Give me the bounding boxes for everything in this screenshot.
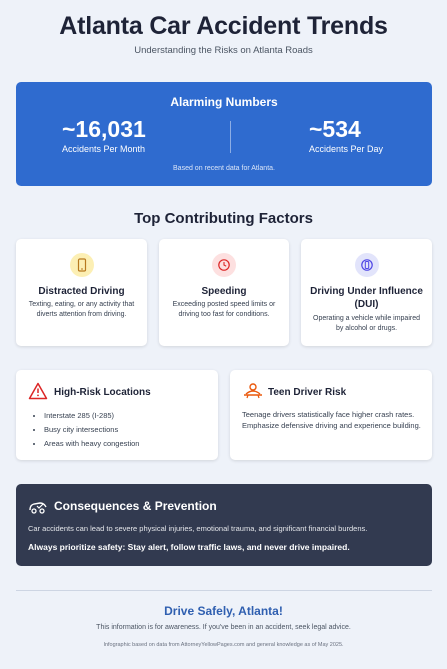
risk-locations-title: High-Risk Locations	[54, 387, 151, 398]
stats-heading: Alarming Numbers	[170, 95, 278, 109]
stat-monthly-label: Accidents Per Month	[62, 144, 146, 154]
page-title: Atlanta Car Accident Trends	[59, 12, 388, 40]
factor-card-speeding: Speeding Exceeding posted speed limits o…	[159, 239, 289, 346]
car-crash-icon	[28, 499, 48, 520]
risk-locations-list: Interstate 285 (I-285) Busy city interse…	[44, 409, 139, 451]
consequences-text: Car accidents can lead to severe physica…	[28, 524, 368, 533]
stats-card: Alarming Numbers ~16,031 Accidents Per M…	[16, 82, 432, 186]
factor-title: Distracted Driving	[38, 286, 125, 297]
risk-locations-card: High-Risk Locations Interstate 285 (I-28…	[16, 370, 218, 460]
stat-daily-value: ~534	[309, 116, 361, 142]
clock-icon	[212, 253, 236, 277]
factors-heading: Top Contributing Factors	[134, 210, 313, 227]
consequences-card: Consequences & Prevention Car accidents …	[16, 484, 432, 566]
footer-divider	[16, 590, 432, 591]
consequences-emphasis: Always prioritize safety: Stay alert, fo…	[28, 542, 350, 552]
stats-note: Based on recent data for Atlanta.	[173, 165, 275, 172]
phone-icon	[69, 253, 94, 277]
footer-title: Drive Safely, Atlanta!	[164, 604, 283, 618]
teen-risk-title: Teen Driver Risk	[268, 387, 347, 398]
factor-description: Texting, eating, or any activity that di…	[28, 301, 135, 318]
factor-title: Speeding	[201, 286, 247, 297]
consequences-title: Consequences & Prevention	[54, 499, 217, 513]
list-item: Interstate 285 (I-285)	[44, 409, 139, 423]
factor-description: Operating a vehicle while impaired by al…	[313, 315, 420, 332]
stat-monthly: ~16,031 Accidents Per Month	[62, 116, 146, 154]
footer-disclaimer: This information is for awareness. If yo…	[96, 624, 351, 631]
factor-card-distracted: Distracted Driving Texting, eating, or a…	[16, 239, 147, 346]
footer-source: Infographic based on data from AttorneyY…	[103, 642, 344, 648]
dui-icon	[354, 253, 379, 277]
list-item: Areas with heavy congestion	[44, 437, 139, 451]
stat-daily-label: Accidents Per Day	[309, 144, 384, 154]
teen-risk-card: Teen Driver Risk Teenage drivers statist…	[230, 370, 432, 460]
stat-daily: ~534 Accidents Per Day	[309, 116, 383, 154]
stat-monthly-value: ~16,031	[62, 116, 146, 142]
warning-icon	[28, 382, 48, 405]
list-item: Busy city intersections	[44, 423, 139, 437]
teen-risk-text: Teenage drivers statistically face highe…	[242, 410, 421, 430]
page-subtitle: Understanding the Risks on Atlanta Roads	[134, 45, 313, 56]
factor-title: Driving Under Influence (DUI)	[310, 286, 423, 310]
factor-card-dui: Driving Under Influence (DUI) Operating …	[301, 239, 432, 346]
teen-driver-icon	[242, 382, 264, 405]
stats-divider	[230, 121, 231, 153]
factor-description: Exceeding posted speed limits or driving…	[172, 301, 276, 318]
